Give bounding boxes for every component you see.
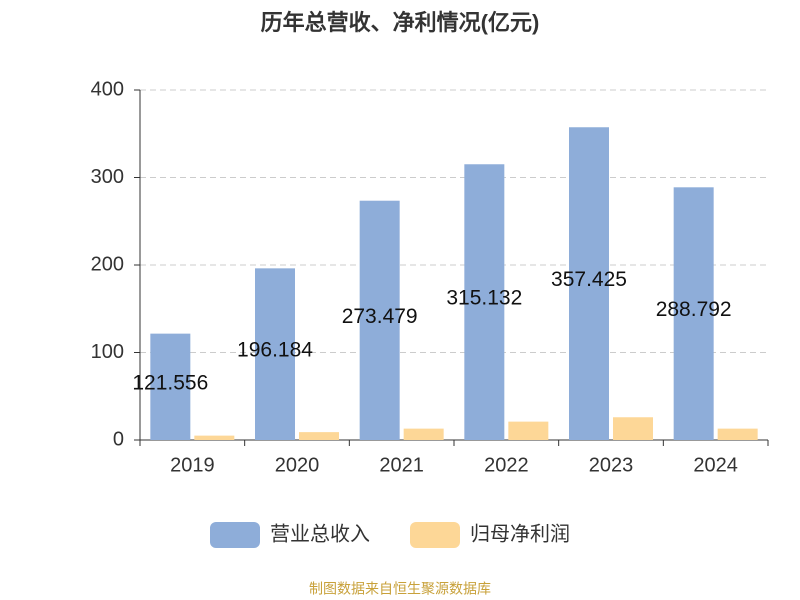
bar xyxy=(569,127,609,441)
x-tick-label: 2019 xyxy=(170,454,215,476)
bar xyxy=(464,164,505,440)
x-tick-label: 2021 xyxy=(379,454,424,476)
y-tick-label: 400 xyxy=(91,78,124,100)
data-label: 288.792 xyxy=(656,298,732,321)
data-label: 357.425 xyxy=(551,268,627,291)
data-label: 273.479 xyxy=(342,305,418,328)
chart-title: 历年总营收、净利情况(亿元) xyxy=(261,10,540,35)
x-tick-label: 2024 xyxy=(693,454,738,476)
legend-swatch xyxy=(210,522,260,548)
legend-swatch xyxy=(410,522,460,548)
y-tick-label: 0 xyxy=(113,428,124,450)
bar xyxy=(359,200,400,440)
bar xyxy=(717,428,758,440)
x-tick-label: 2022 xyxy=(484,454,529,476)
y-tick-label: 100 xyxy=(91,341,124,363)
bar xyxy=(150,333,191,440)
bar xyxy=(613,417,653,440)
y-tick-label: 300 xyxy=(91,166,124,188)
source-note: 制图数据来自恒生聚源数据库 xyxy=(309,581,491,597)
data-label: 121.556 xyxy=(132,371,208,394)
legend-label: 归母净利润 xyxy=(470,522,570,545)
bar xyxy=(255,268,295,440)
x-tick-label: 2020 xyxy=(275,454,320,476)
y-tick-label: 200 xyxy=(91,253,124,275)
bar xyxy=(194,435,235,440)
data-label: 315.132 xyxy=(446,287,522,310)
legend-label: 营业总收入 xyxy=(270,522,370,545)
bar xyxy=(673,187,714,440)
bar xyxy=(299,432,339,440)
bar xyxy=(508,421,549,440)
bar xyxy=(403,428,444,440)
x-tick-label: 2023 xyxy=(589,454,634,476)
data-label: 196.184 xyxy=(237,339,313,362)
